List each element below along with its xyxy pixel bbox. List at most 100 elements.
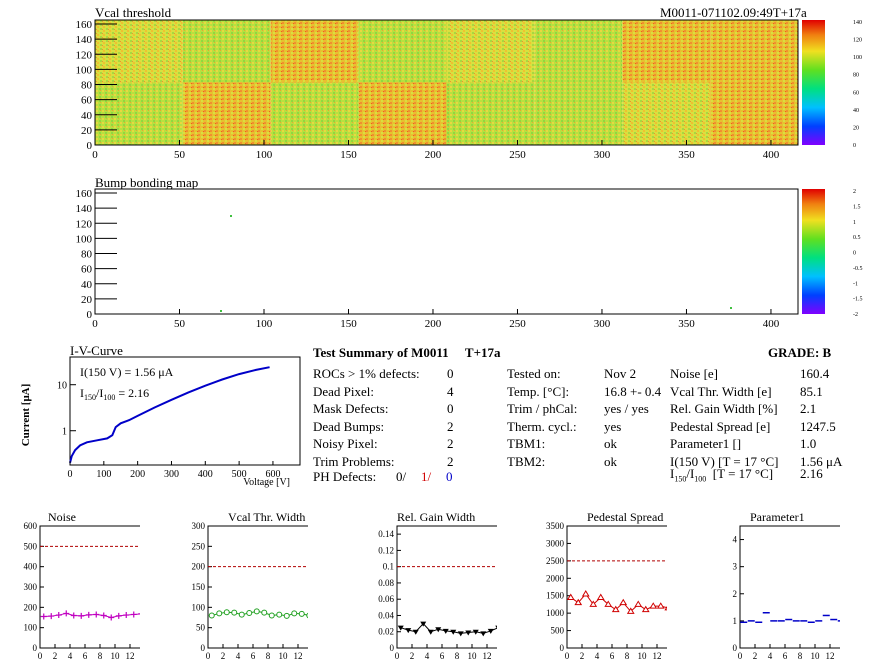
summary-value: 2 [447, 453, 454, 469]
x-tick-label: 10 [811, 651, 821, 661]
data-point [626, 607, 635, 614]
y-tick-label: 40 [81, 110, 93, 122]
data-point [246, 610, 253, 617]
x-tick-label: 6 [83, 651, 88, 661]
x-tick-label: 350 [678, 318, 695, 330]
x-tick-label: 12 [126, 651, 135, 661]
data-point [291, 610, 298, 617]
summary-label: Dead Bumps: [313, 418, 385, 434]
x-tick-label: 0 [92, 149, 98, 161]
x-tick-label: 0 [206, 651, 211, 661]
data-point [238, 611, 245, 618]
small-plot-title: Noise [48, 510, 76, 524]
y-tick-label: 4 [733, 535, 738, 545]
z-tick-label: 1 [853, 220, 856, 226]
iv-x-tick-label: 200 [130, 469, 145, 480]
y-tick-label: 60 [81, 264, 93, 276]
y-tick-label: 0 [733, 643, 738, 653]
summary-row: Trim / phCal: yes / yes [507, 401, 649, 417]
iv-curve-plot: 0 100 200 300 400 500 600 1 10 Current [μA] Volt… [20, 356, 301, 488]
y-tick-label: 100 [76, 233, 93, 245]
y-tick-label: 300 [24, 582, 38, 592]
x-tick-label: 0 [92, 318, 98, 330]
data-point [487, 628, 494, 634]
summary-title: Test Summary of M0011 T+17a [313, 345, 501, 360]
iv-annot-ratio: I150/I100 = 2.16 [80, 386, 149, 402]
small-plot-title: Rel. Gain Width [397, 510, 476, 524]
ratio-row: I150/I100 [T = 17 °C] 2.16 [670, 466, 823, 484]
y-tick-label: 200 [192, 562, 206, 572]
summary-label: Tested on: [507, 366, 561, 381]
x-tick-label: 4 [425, 651, 430, 661]
data-point [283, 612, 290, 619]
roc-tile [534, 20, 623, 83]
y-tick-label: 120 [76, 218, 93, 230]
summary-label: Noisy Pixel: [313, 436, 378, 451]
data-point [472, 629, 479, 635]
summary-row: ROCs > 1% defects: 0 [313, 366, 454, 382]
data-point [306, 612, 308, 619]
y-tick-label: 600 [24, 522, 38, 531]
z-tick-label: 0 [853, 251, 856, 257]
x-tick-label: 12 [826, 651, 835, 661]
summary-value: 1.0 [800, 436, 817, 451]
y-tick-label: 1000 [546, 608, 565, 618]
series-line [570, 593, 667, 613]
roc-tile [622, 82, 711, 145]
summary-row: Pedestal Spread [e] 1247.5 [670, 419, 836, 435]
summary-value: yes [604, 418, 622, 434]
data-point [115, 612, 122, 619]
x-tick-label: 100 [256, 318, 273, 330]
summary-value: ok [604, 453, 617, 469]
x-tick-label: 2 [410, 651, 415, 661]
summary-row: Noisy Pixel: 2 [313, 436, 454, 452]
iv-x-tick-label: 0 [68, 469, 73, 480]
small-plot-title: Parameter1 [750, 510, 805, 524]
x-tick-label: 2 [221, 651, 226, 661]
y-tick-label: 3500 [546, 522, 565, 531]
summary-label: Rel. Gain Width [%] [670, 401, 778, 416]
y-tick-label: 150 [192, 582, 206, 592]
summary-row: Noise [e] 160.4 [670, 366, 829, 382]
x-tick-label: 50 [174, 318, 186, 330]
summary-label: I(150 V) [T = 17 °C] [670, 453, 779, 469]
summary-label: Temp. [°C]: [507, 383, 570, 399]
x-tick-label: 6 [251, 651, 256, 661]
x-tick-label: 12 [653, 651, 662, 661]
data-point [495, 625, 497, 629]
y-tick-label: 3 [733, 562, 738, 572]
y-tick-label: 200 [24, 602, 38, 612]
iv-x-tick-label: 500 [232, 469, 247, 480]
x-tick-label: 10 [279, 651, 289, 661]
x-tick-label: 8 [625, 651, 630, 661]
data-point [664, 606, 667, 611]
data-point [581, 589, 590, 597]
roc-tile [358, 20, 447, 83]
small-plot: 012340246810121416 [733, 525, 840, 661]
x-tick-label: 10 [468, 651, 478, 661]
data-point [93, 611, 100, 618]
data-point [450, 629, 457, 635]
plot-frame [207, 525, 308, 649]
x-tick-label: 350 [678, 149, 695, 161]
summary-value: 0 [447, 401, 454, 416]
summary-row: Rel. Gain Width [%] 2.1 [670, 401, 816, 417]
y-tick-label: 100 [192, 602, 206, 612]
summary-label: Dead Pixel: [313, 383, 375, 399]
y-tick-label: 50 [196, 623, 206, 633]
y-tick-label: 60 [81, 95, 93, 107]
z-tick-label: -2 [853, 312, 858, 318]
y-tick-label: 400 [24, 562, 38, 572]
data-point [435, 627, 442, 633]
summary-row: Mask Defects: 0 [313, 401, 454, 417]
data-point [55, 612, 62, 619]
data-point [268, 612, 275, 619]
data-point [70, 612, 77, 619]
summary-value: 1.56 μA [800, 453, 843, 469]
x-tick-label: 0 [395, 651, 400, 661]
x-tick-label: 6 [610, 651, 615, 661]
summary-value: yes / yes [604, 401, 649, 416]
summary-row: Dead Bumps: 2 [313, 418, 454, 435]
small-plot-title: Pedestal Spread [587, 510, 664, 524]
x-tick-label: 2 [580, 651, 585, 661]
